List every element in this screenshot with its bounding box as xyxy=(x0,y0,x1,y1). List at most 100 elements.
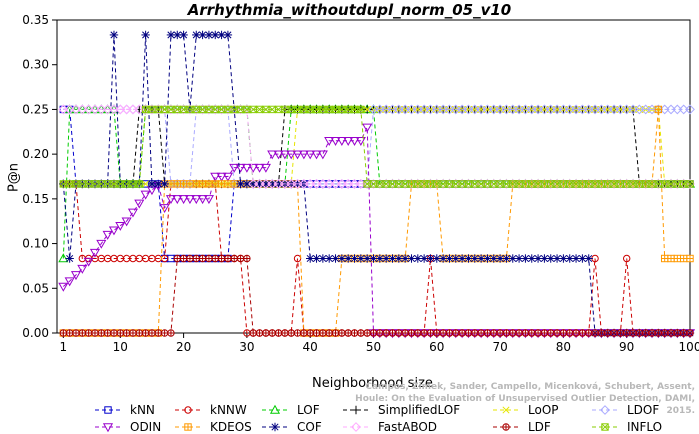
series-odin-line xyxy=(62,127,690,334)
series-ldf-point xyxy=(103,329,112,337)
series-inflo-point xyxy=(679,180,688,188)
series-odin-point xyxy=(216,172,227,182)
series-ldf-point xyxy=(122,329,131,337)
series-ldf-point xyxy=(350,329,359,337)
series-odin-point xyxy=(165,195,176,205)
series-ldof-point xyxy=(634,104,645,115)
series-ldf-point xyxy=(471,329,479,337)
series-odin-point xyxy=(102,230,113,240)
series-ldf-point xyxy=(477,329,485,337)
series-odin-point xyxy=(229,163,240,173)
series-cof-point xyxy=(343,254,353,263)
series-ldof-point xyxy=(539,104,550,115)
series-cof-point xyxy=(109,30,119,40)
series-ldof-point xyxy=(615,104,626,115)
series-fastabod-point xyxy=(102,104,113,115)
series-odin-point xyxy=(254,163,265,173)
legend-ldf-marker xyxy=(502,423,510,431)
series-inflo-point xyxy=(179,105,188,114)
series-cof-point xyxy=(223,30,233,40)
series-ldf-point xyxy=(186,254,194,263)
series-odin-point xyxy=(127,208,139,218)
legend-loop-marker xyxy=(502,406,510,414)
series-ldf-point xyxy=(179,254,188,263)
legend-kdeos-label: KDEOS xyxy=(210,420,252,434)
series-ldof-point xyxy=(507,104,518,115)
series-ldof-point xyxy=(583,104,594,115)
series-ldf-point xyxy=(249,329,257,337)
series-odin-point xyxy=(298,150,309,160)
series-ldf-point xyxy=(572,329,580,337)
series-ldof-point xyxy=(381,104,392,115)
legend-knnw-label: kNNW xyxy=(210,403,247,417)
series-cof-point xyxy=(508,254,517,263)
series-fastabod-point xyxy=(248,179,259,189)
series-ldf-point xyxy=(648,329,656,337)
series-ldof-point xyxy=(419,104,430,115)
x-tick-label: 10 xyxy=(113,340,128,354)
series-ldf-point xyxy=(135,329,143,337)
series-ldf-point xyxy=(262,329,270,337)
series-ldf-point xyxy=(604,329,612,337)
series-odin-point xyxy=(267,150,278,160)
series-fastabod-point xyxy=(279,179,290,189)
series-fastabod-point xyxy=(273,179,284,189)
series-inflo-point xyxy=(445,180,454,188)
series-odin-point xyxy=(336,137,347,146)
plot-frame xyxy=(56,19,691,334)
series-ldof-point xyxy=(450,104,461,115)
x-axis-label: Neighborhood size xyxy=(312,376,433,391)
y-tick-label: 0.00 xyxy=(22,326,49,340)
series-kdeos-point xyxy=(660,254,669,263)
series-ldf-point xyxy=(91,329,99,337)
series-inflo-point xyxy=(420,180,428,188)
x-tick-label: 70 xyxy=(492,340,507,354)
series-ldf-point xyxy=(667,329,675,337)
series-odin-point xyxy=(197,195,208,205)
series-ldof-point xyxy=(412,104,423,115)
series-odin-point xyxy=(115,221,126,231)
series-ldf-point xyxy=(547,329,555,337)
series-inflo-point xyxy=(236,105,245,114)
legend-ldf-label: LDF xyxy=(528,420,551,434)
series-cof-point xyxy=(179,30,188,40)
series-ldof-point xyxy=(457,104,468,115)
series-ldf-point xyxy=(407,329,416,337)
series-ldf-point xyxy=(65,329,74,337)
series-odin-point xyxy=(222,172,233,182)
y-tick-label: 0.10 xyxy=(22,237,49,251)
y-tick-label: 0.35 xyxy=(22,13,49,27)
series-odin-point xyxy=(77,264,88,274)
series-fastabod-point xyxy=(298,179,309,189)
legend-knnw-marker xyxy=(184,406,192,414)
series-ldf-point xyxy=(445,329,454,337)
series-cof-point xyxy=(198,30,207,40)
series-ldf-point xyxy=(388,329,397,337)
y-tick-label: 0.25 xyxy=(22,102,49,116)
series-fastabod-point xyxy=(121,104,132,115)
series-ldf-point xyxy=(439,329,447,337)
series-ldf-point xyxy=(414,329,422,337)
credit-text: Campos, Zimek, Sander, Campello, Micenko… xyxy=(355,382,695,416)
series-ldof-point xyxy=(526,104,537,115)
series-ldf-point xyxy=(230,254,238,263)
series-odin-point xyxy=(305,150,316,160)
series-ldf-line xyxy=(63,258,690,334)
series-ldf-point xyxy=(496,329,504,337)
series-odin-point xyxy=(355,137,366,146)
legend-kdeos-marker xyxy=(184,423,192,431)
legend-inflo-label: INFLO xyxy=(627,420,662,434)
series-ldf-point xyxy=(141,329,150,337)
series-ldf-point xyxy=(268,329,276,337)
x-tick-label: 60 xyxy=(429,340,444,354)
legend-odin-label: ODIN xyxy=(130,420,161,434)
series-odin-point xyxy=(317,150,328,160)
series-cof-point xyxy=(141,30,150,40)
x-tick-label: 40 xyxy=(303,340,318,354)
series-ldf-point xyxy=(274,329,283,337)
series-ldf-point xyxy=(59,329,68,337)
series-cof-point xyxy=(362,254,372,263)
series-kdeos-point xyxy=(667,254,675,263)
series-ldf-point xyxy=(357,329,365,337)
